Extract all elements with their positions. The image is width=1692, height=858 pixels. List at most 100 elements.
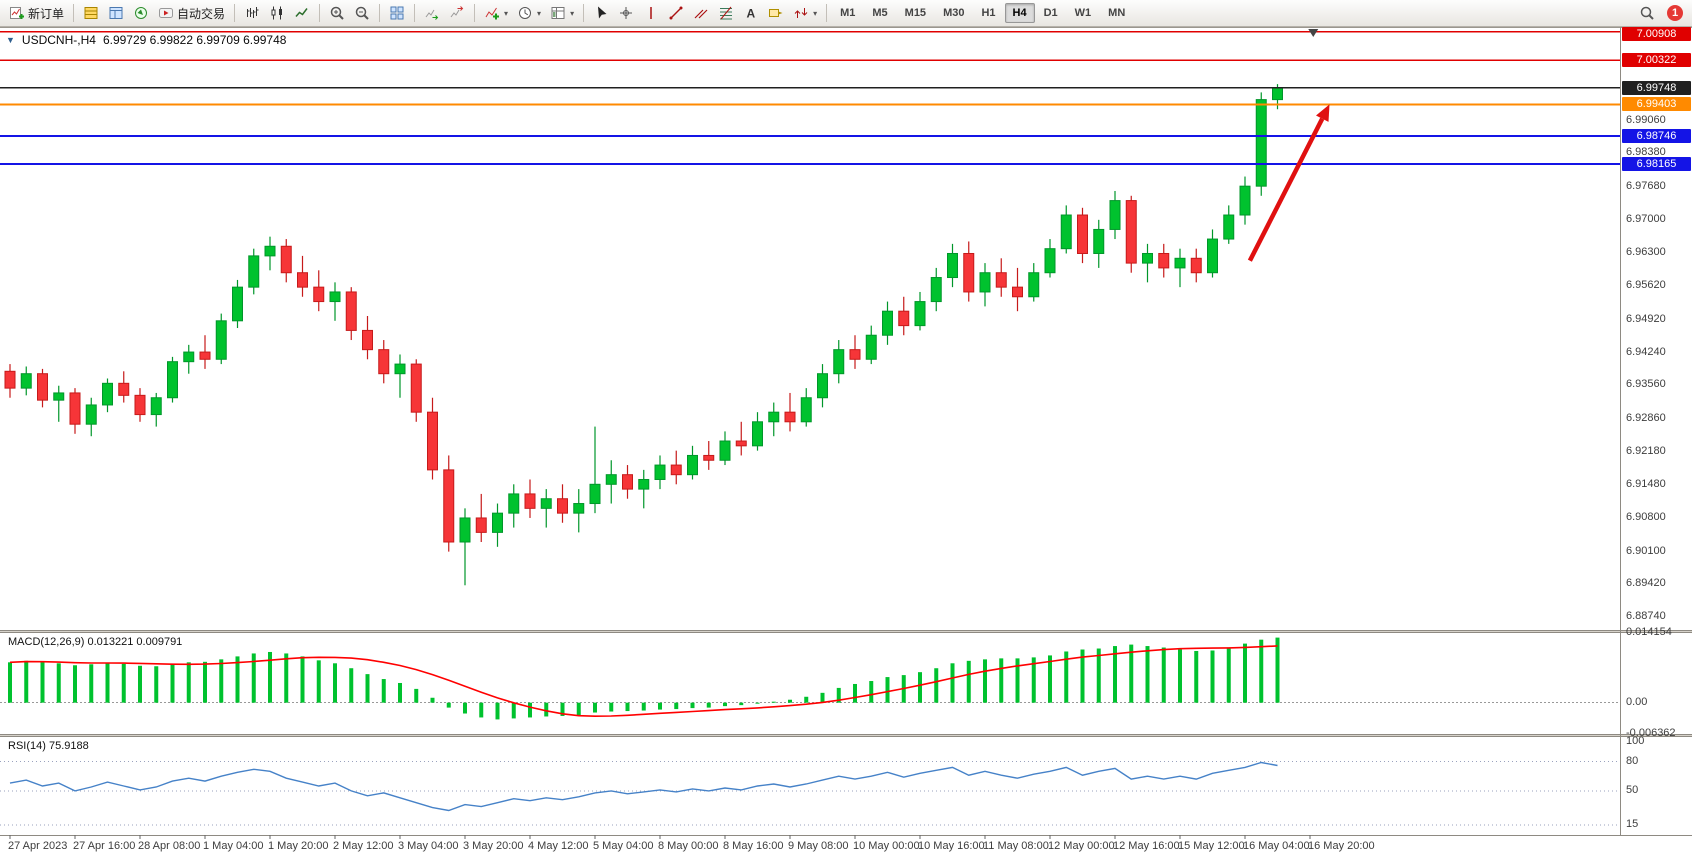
toolbar-separator xyxy=(474,4,476,22)
text-label-button[interactable] xyxy=(764,2,788,24)
chart-shift-button[interactable] xyxy=(445,2,469,24)
zoom-in-button[interactable] xyxy=(325,2,349,24)
autotrading-button[interactable]: 自动交易 xyxy=(154,2,229,24)
chart-shift-marker[interactable] xyxy=(1308,29,1319,37)
price-tick-label: 6.90800 xyxy=(1626,511,1666,523)
arrows-button[interactable]: ▾ xyxy=(789,2,821,24)
candle xyxy=(524,479,536,518)
timeframe-button-mn[interactable]: MN xyxy=(1100,3,1133,23)
candle xyxy=(183,344,195,374)
channel-button[interactable] xyxy=(689,2,713,24)
price-tick-label: 6.98380 xyxy=(1626,146,1666,158)
price-tick-label: 6.95620 xyxy=(1626,279,1666,291)
time-axis-label: 16 May 04:00 xyxy=(1243,840,1310,852)
candle xyxy=(427,397,438,480)
line-chart-button[interactable] xyxy=(290,2,314,24)
timeframe-button-h1[interactable]: H1 xyxy=(973,3,1003,23)
candle xyxy=(995,258,1007,297)
candle xyxy=(817,364,828,408)
trendline-button[interactable] xyxy=(664,2,688,24)
indicators-button[interactable]: ▾ xyxy=(480,2,512,24)
price-badge-7.00908: 7.00908 xyxy=(1622,27,1691,41)
vertical-line-button[interactable] xyxy=(639,2,663,24)
zoom-out-button[interactable] xyxy=(350,2,374,24)
timeframe-button-m1[interactable]: M1 xyxy=(832,3,863,23)
timeframe-button-m15[interactable]: M15 xyxy=(897,3,934,23)
price-axis[interactable]: 6.99060 6.98380 6.97680 6.97000 6.96300 6.956… xyxy=(1620,0,1692,835)
auto-scroll-button[interactable] xyxy=(420,2,444,24)
trend-arrow-annotation[interactable] xyxy=(1247,104,1330,262)
candle xyxy=(1060,205,1072,254)
candle xyxy=(1255,92,1267,196)
navigator-button[interactable] xyxy=(129,2,153,24)
candle xyxy=(264,236,276,271)
candle xyxy=(167,356,178,403)
fibonacci-button[interactable] xyxy=(714,2,738,24)
timeframe-button-m30[interactable]: M30 xyxy=(935,3,972,23)
crosshair-icon xyxy=(618,5,634,21)
candle xyxy=(833,340,845,384)
candle xyxy=(492,503,503,547)
macd-tick-label: 0.014154 xyxy=(1626,626,1672,638)
candle xyxy=(475,493,487,543)
toolbar-separator xyxy=(583,4,585,22)
price-badge-6.98165: 6.98165 xyxy=(1622,157,1691,171)
autotrading-button-label: 自动交易 xyxy=(177,6,226,21)
candle xyxy=(638,469,650,509)
periods-button[interactable]: ▾ xyxy=(513,2,545,24)
macd-values: 0.013221 0.009791 xyxy=(87,636,183,648)
time-axis-label: 4 May 12:00 xyxy=(528,840,589,852)
candle xyxy=(508,484,520,528)
price-tick-label: 6.99060 xyxy=(1626,114,1666,126)
price-tick-label: 6.92180 xyxy=(1626,445,1666,457)
time-axis-label: 8 May 00:00 xyxy=(658,840,719,852)
timeframe-button-h4[interactable]: H4 xyxy=(1004,3,1035,23)
candle xyxy=(930,267,942,312)
timeframe-button-w1[interactable]: W1 xyxy=(1067,3,1100,23)
candle xyxy=(53,385,65,422)
new-order-button[interactable]: 新订单 xyxy=(5,2,68,24)
candlestick-chart-button[interactable] xyxy=(265,2,289,24)
text-button[interactable]: A xyxy=(739,2,763,24)
market-watch-button[interactable] xyxy=(79,2,103,24)
toolbar-separator xyxy=(319,4,321,22)
price-tick-label: 6.96300 xyxy=(1626,246,1666,258)
candle xyxy=(134,388,146,422)
candle xyxy=(800,388,812,427)
candle xyxy=(37,368,48,408)
chart-shift-icon xyxy=(449,5,465,21)
time-axis-label: 5 May 04:00 xyxy=(593,840,654,852)
notification-badge[interactable]: 1 xyxy=(1667,5,1683,21)
timeframe-button-d1[interactable]: D1 xyxy=(1036,3,1066,23)
toolbar-separator xyxy=(414,4,416,22)
crosshair-button[interactable] xyxy=(614,2,638,24)
price-tick-label: 6.94920 xyxy=(1626,313,1666,325)
candle xyxy=(280,239,292,283)
time-axis-label: 28 Apr 08:00 xyxy=(138,840,201,852)
candle xyxy=(703,441,715,470)
pane-splitter[interactable] xyxy=(0,734,1692,737)
templates-button[interactable]: ▾ xyxy=(546,2,578,24)
fibonacci-icon xyxy=(718,5,734,21)
candle xyxy=(670,450,682,485)
tile-windows-button[interactable] xyxy=(385,2,409,24)
rsi-tick-label: 15 xyxy=(1626,818,1639,830)
search-button[interactable] xyxy=(1635,2,1659,24)
candle xyxy=(963,241,975,302)
candle xyxy=(1077,207,1088,264)
pane-splitter[interactable] xyxy=(0,630,1692,633)
chart-ohlc-values: 6.99729 6.99822 6.99709 6.99748 xyxy=(102,33,287,47)
data-window-button[interactable] xyxy=(104,2,128,24)
time-axis[interactable]: 27 Apr 2023 27 Apr 16:00 28 Apr 08:00 1 May… xyxy=(0,840,1620,856)
time-axis-label: 27 Apr 16:00 xyxy=(73,840,136,852)
one-click-trading-icon[interactable]: ▼ xyxy=(6,35,15,45)
dropdown-caret-icon: ▾ xyxy=(537,8,542,18)
cursor-button[interactable] xyxy=(589,2,613,24)
cursor-icon xyxy=(593,5,609,21)
timeframe-button-m5[interactable]: M5 xyxy=(864,3,895,23)
time-axis-label: 2 May 12:00 xyxy=(333,840,394,852)
price-tick-label: 6.91480 xyxy=(1626,478,1666,490)
bar-chart-icon xyxy=(244,5,260,21)
bar-chart-button[interactable] xyxy=(240,2,264,24)
